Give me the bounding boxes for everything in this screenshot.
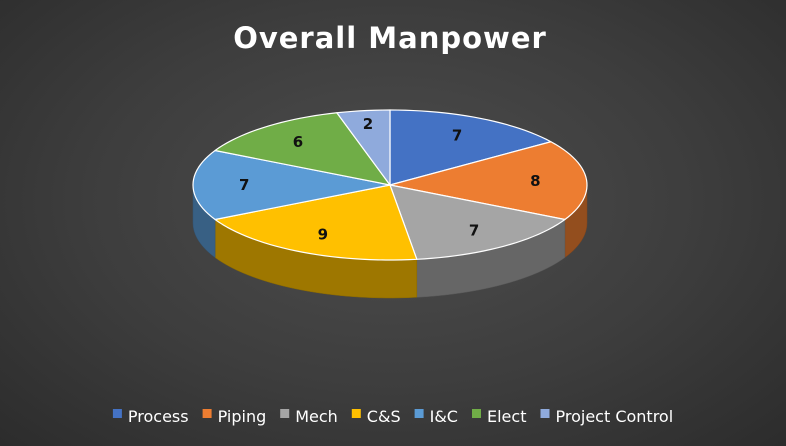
legend-label: C&S — [367, 407, 401, 426]
pie-slice-project-control — [336, 109, 391, 186]
legend-label: Process — [128, 407, 189, 426]
legend-label: I&C — [430, 407, 458, 426]
legend-item-c-s: C&S — [351, 407, 401, 426]
data-label-project-control: 2 — [363, 115, 373, 133]
pie-slice-elect — [214, 112, 391, 186]
legend-item-mech: Mech — [280, 407, 338, 426]
legend-item-project-control: Project Control — [540, 407, 674, 426]
data-label-c-s: 9 — [318, 225, 328, 243]
legend-swatch — [414, 409, 424, 418]
legend-item-process: Process — [112, 407, 189, 426]
data-label-mech: 7 — [469, 221, 479, 239]
legend-swatch — [112, 409, 122, 418]
legend-item-piping: Piping — [202, 407, 267, 426]
pie-slice-process — [389, 109, 552, 186]
legend-label: Elect — [487, 407, 526, 426]
pie-slice-mech — [389, 184, 566, 260]
data-label-i-c: 7 — [239, 176, 249, 194]
legend-swatch — [280, 409, 290, 418]
data-label-elect: 6 — [293, 133, 303, 151]
legend-swatch — [540, 409, 550, 418]
legend-item-elect: Elect — [472, 407, 526, 426]
legend-swatch — [472, 409, 481, 418]
legend-item-i-c: I&C — [414, 407, 458, 426]
data-labels: 7 8 7 9 7 6 2 — [239, 115, 541, 243]
pie-slice-piping — [389, 141, 588, 221]
data-label-process: 7 — [452, 127, 462, 145]
legend-label: Project Control — [556, 407, 674, 426]
pie-slices — [192, 109, 588, 261]
pie-slice-i-c — [192, 149, 391, 221]
chart-title: Overall Manpower — [233, 21, 547, 55]
legend: Process Piping Mech C&S I&C Elect Project Cont… — [112, 407, 674, 426]
legend-swatch — [351, 409, 361, 418]
data-label-piping: 8 — [530, 172, 540, 190]
pie-slice-c-s — [214, 184, 418, 261]
legend-label: Mech — [295, 407, 338, 426]
legend-swatch — [202, 409, 212, 418]
legend-label: Piping — [218, 407, 267, 426]
